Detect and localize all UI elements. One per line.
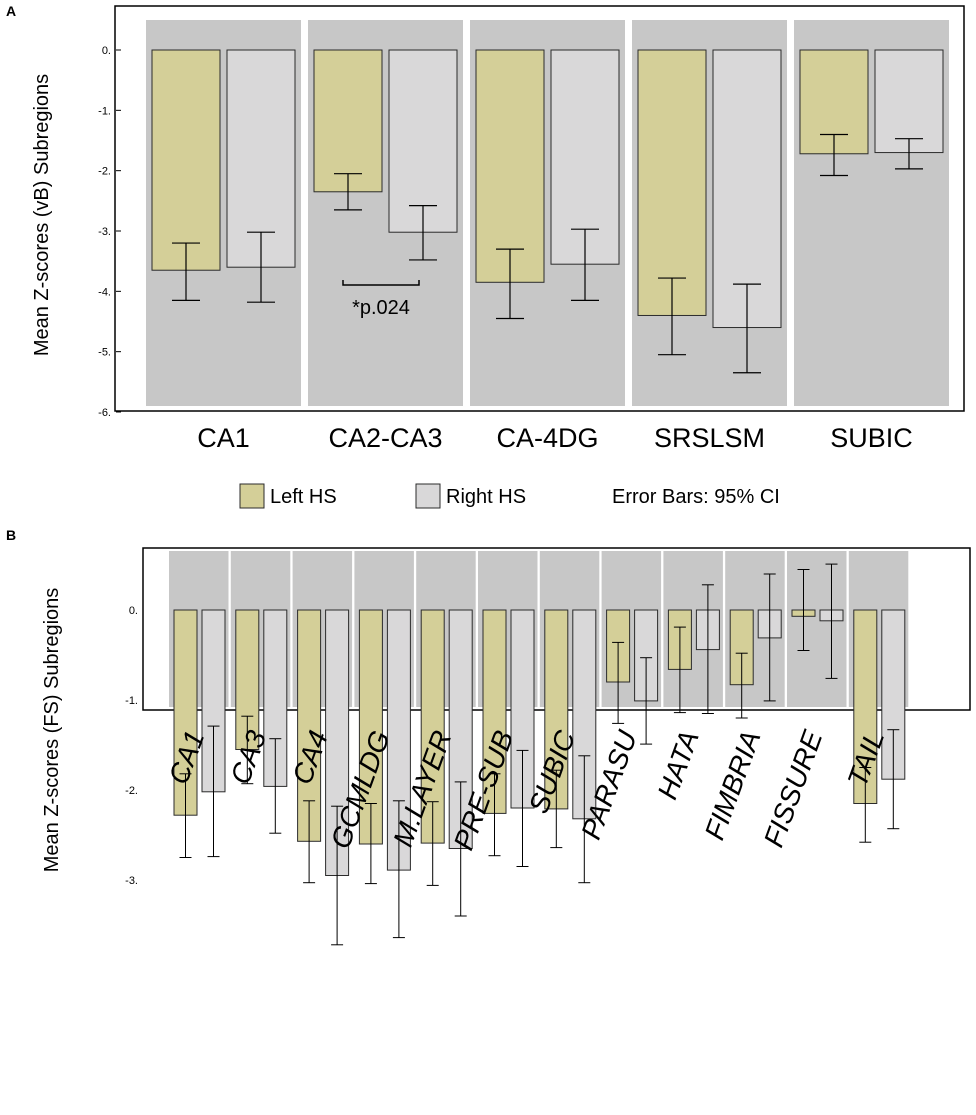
bar-right-hs-ca2-ca3 bbox=[388, 49, 458, 233]
panel-a: A 0. -1. -2. -3. -4. -5. -6. CA1 CA2-CA3 CA-4DG S… bbox=[6, 3, 965, 453]
panel-b: B 0.-1.-2.-3. CA1 CA3 CA4GCMLDGM.LAYERPRE-… bbox=[6, 527, 971, 946]
category-label-srslsm: SRSLSM bbox=[654, 423, 765, 453]
error-bar bbox=[640, 657, 653, 745]
y-tick-label: 0. bbox=[102, 45, 111, 57]
error-bar bbox=[331, 805, 344, 946]
bar-left-hs-ca1 bbox=[151, 49, 221, 271]
legend-error-bars-label: Error Bars: 95% CI bbox=[612, 486, 780, 508]
panel-b-error-bars bbox=[179, 563, 900, 946]
bar-left-hs-srslsm bbox=[637, 49, 707, 316]
panel-b-label: B bbox=[6, 527, 16, 543]
error-bar bbox=[247, 231, 275, 303]
legend-left-swatch bbox=[239, 483, 265, 509]
error-bar bbox=[241, 715, 254, 785]
category-label-ca2-ca3: CA2-CA3 bbox=[328, 423, 442, 453]
error-bar bbox=[454, 781, 467, 917]
error-bar bbox=[797, 569, 810, 651]
error-bar bbox=[364, 803, 377, 885]
error-bar bbox=[409, 205, 437, 261]
y-tick-label: -4. bbox=[98, 286, 111, 298]
error-bar bbox=[701, 584, 714, 714]
error-bar bbox=[735, 652, 748, 719]
error-bar bbox=[426, 801, 439, 886]
error-bar bbox=[895, 138, 923, 170]
panel-a-y-axis: 0. -1. -2. -3. -4. -5. -6. bbox=[98, 45, 121, 419]
error-bar bbox=[733, 283, 761, 374]
panel-a-y-axis-title: Mean Z-scores (vB) Subregions bbox=[31, 74, 53, 356]
y-tick-label: -3. bbox=[125, 875, 138, 887]
error-bar bbox=[658, 277, 686, 356]
error-bar bbox=[820, 133, 848, 177]
panel-a-bars bbox=[151, 49, 944, 329]
error-bar bbox=[488, 773, 501, 857]
legend-left-label: Left HS bbox=[270, 486, 337, 508]
category-label-ca1: CA1 bbox=[197, 423, 250, 453]
error-bar bbox=[172, 242, 200, 301]
y-tick-label: -1. bbox=[98, 105, 111, 117]
category-band bbox=[787, 551, 847, 707]
error-bar bbox=[673, 626, 686, 714]
legend-right-swatch bbox=[415, 483, 441, 509]
y-tick-label: -1. bbox=[125, 695, 138, 707]
panel-a-label: A bbox=[6, 3, 16, 19]
error-bar bbox=[269, 738, 282, 834]
error-bar bbox=[392, 800, 405, 939]
error-bar bbox=[612, 641, 625, 724]
category-label-hata: HATA bbox=[652, 726, 705, 803]
bar-right-hs-subic bbox=[874, 49, 944, 154]
bar-right-hs-srslsm bbox=[712, 49, 782, 329]
bar-right-hs-ca1 bbox=[226, 49, 296, 268]
error-bar bbox=[516, 749, 529, 867]
category-label-ca-4dg: CA-4DG bbox=[496, 423, 598, 453]
error-bar bbox=[496, 248, 524, 320]
category-label-fissure: FISSURE bbox=[758, 726, 829, 851]
error-bar bbox=[887, 729, 900, 830]
error-bar bbox=[825, 563, 838, 679]
y-tick-label: -5. bbox=[98, 347, 111, 359]
error-bar bbox=[303, 800, 316, 884]
bar-left-hs-ca-4dg bbox=[475, 49, 545, 283]
significance-bracket bbox=[342, 280, 420, 286]
category-label-subic: SUBIC bbox=[830, 423, 913, 453]
category-label-fimbria: FIMBRIA bbox=[699, 726, 767, 843]
panel-a-error-bars bbox=[172, 133, 923, 374]
panel-a-frame bbox=[114, 5, 965, 412]
legend: Left HS Right HS Error Bars: 95% CI bbox=[239, 483, 780, 509]
error-bar bbox=[859, 767, 872, 843]
y-tick-label: 0. bbox=[129, 605, 138, 617]
bar-left-hs-ca2-ca3 bbox=[313, 49, 383, 193]
error-bar bbox=[207, 725, 220, 858]
y-tick-label: -3. bbox=[98, 226, 111, 238]
error-bar bbox=[571, 228, 599, 301]
panel-a-significance: *p.024 bbox=[342, 280, 420, 319]
significance-label: *p.024 bbox=[352, 297, 410, 319]
panel-a-x-axis: CA1 CA2-CA3 CA-4DG SRSLSM SUBIC bbox=[197, 423, 913, 453]
error-bar bbox=[179, 773, 192, 858]
legend-right-label: Right HS bbox=[446, 486, 526, 508]
error-bar bbox=[550, 769, 563, 849]
panel-b-y-axis-title: Mean Z-scores (FS) Subregions bbox=[41, 588, 63, 873]
y-tick-label: -2. bbox=[125, 785, 138, 797]
error-bar bbox=[334, 173, 362, 211]
error-bar bbox=[578, 755, 591, 884]
y-tick-label: -2. bbox=[98, 166, 111, 178]
error-bar bbox=[763, 573, 776, 702]
y-tick-label: -6. bbox=[98, 407, 111, 419]
panel-b-y-axis: 0. -1. -2. -3. bbox=[125, 605, 138, 887]
bar-right-hs-ca-4dg bbox=[550, 49, 620, 265]
